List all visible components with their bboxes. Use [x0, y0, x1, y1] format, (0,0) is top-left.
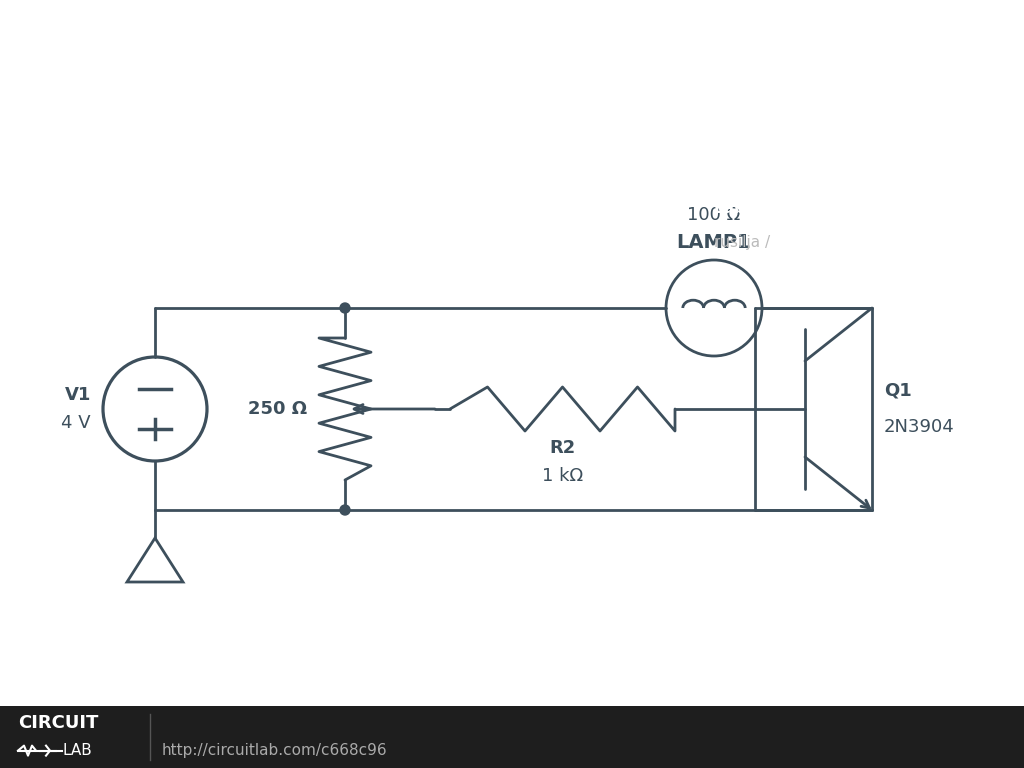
- Text: http://circuitlab.com/c668c96: http://circuitlab.com/c668c96: [162, 743, 388, 758]
- Circle shape: [340, 303, 350, 313]
- FancyBboxPatch shape: [0, 706, 1024, 768]
- Text: 4 V: 4 V: [61, 414, 91, 432]
- Text: CIRCUIT: CIRCUIT: [18, 714, 98, 733]
- Text: 2N3904: 2N3904: [884, 418, 954, 436]
- Text: V1: V1: [65, 386, 91, 404]
- Text: Labo 4 - Opstelling figuur 5: Labo 4 - Opstelling figuur 5: [714, 201, 948, 216]
- Text: LAMP1: LAMP1: [677, 233, 752, 252]
- Text: rusilja /: rusilja /: [714, 235, 775, 250]
- Text: R2: R2: [549, 439, 575, 457]
- Text: 100 Ω: 100 Ω: [687, 206, 740, 224]
- Text: 250 Ω: 250 Ω: [248, 400, 307, 418]
- Text: LAB: LAB: [62, 743, 92, 758]
- Circle shape: [340, 505, 350, 515]
- Text: 1 kΩ: 1 kΩ: [542, 467, 583, 485]
- Text: Q1: Q1: [884, 382, 911, 400]
